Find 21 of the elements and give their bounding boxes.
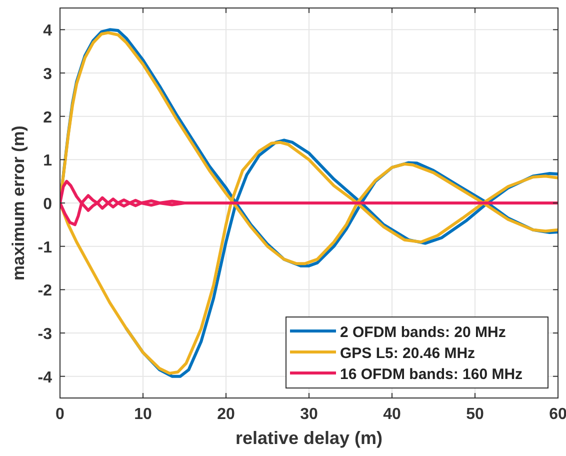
x-tick-label: 10: [134, 406, 152, 423]
x-tick-label: 50: [466, 406, 484, 423]
y-tick-label: 2: [43, 109, 52, 126]
x-tick-label: 40: [383, 406, 401, 423]
y-axis-title: maximum error (m): [9, 126, 28, 280]
legend-label: GPS L5: 20.46 MHz: [340, 345, 476, 362]
x-tick-label: 30: [300, 406, 318, 423]
x-axis-title: relative delay (m): [235, 428, 383, 448]
y-tick-label: -1: [38, 239, 52, 256]
legend-label: 16 OFDM bands: 160 MHz: [340, 366, 523, 383]
legend-label: 2 OFDM bands: 20 MHz: [340, 324, 506, 341]
x-tick-label: 20: [217, 406, 235, 423]
y-tick-label: -2: [38, 282, 52, 300]
x-tick-label: 60: [549, 406, 566, 423]
y-tick-label: -4: [38, 369, 52, 386]
y-tick-label: 3: [43, 66, 52, 83]
y-tick-label: 1: [43, 152, 52, 170]
y-tick-label: -3: [38, 326, 52, 343]
y-tick-label: 0: [43, 196, 52, 213]
y-tick-label: 4: [43, 22, 52, 40]
x-tick-label: 0: [56, 406, 65, 423]
